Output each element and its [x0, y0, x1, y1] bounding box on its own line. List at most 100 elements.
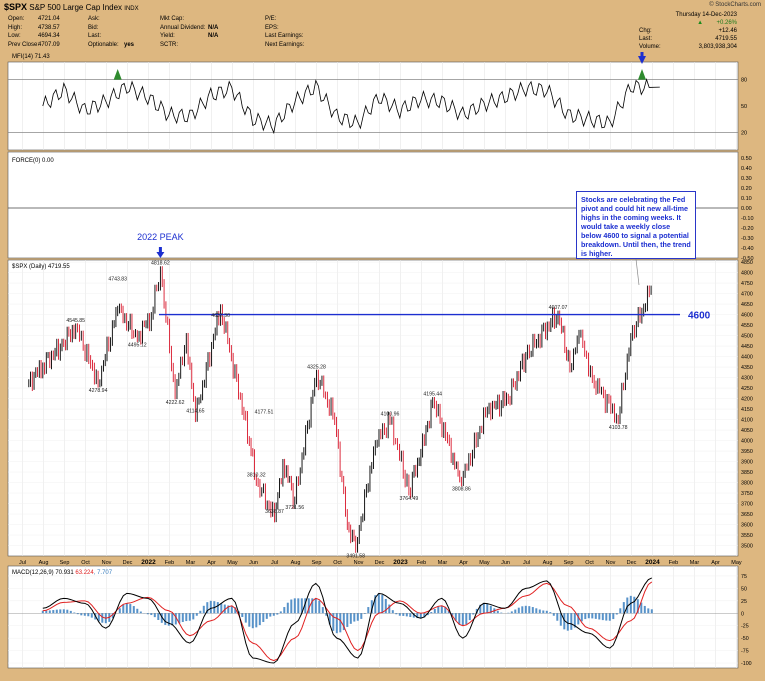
quote-field: Open: 4721.04	[8, 16, 60, 22]
macd-histogram-bar	[433, 608, 436, 614]
month-axis-label: Jul	[271, 560, 278, 566]
macd-histogram-bar	[412, 613, 415, 618]
macd-histogram-bar	[101, 613, 104, 623]
macd-histogram-bar	[454, 613, 457, 621]
macd-histogram-bar	[244, 613, 247, 623]
macd-histogram-bar	[185, 613, 188, 622]
month-axis-label: Mar	[186, 560, 196, 566]
macd-histogram-bar	[573, 613, 576, 628]
macd-histogram-bar	[395, 613, 398, 615]
macd-histogram-bar	[62, 609, 65, 614]
price-pivot-label: 4495.12	[128, 343, 147, 349]
macd-histogram-bar	[234, 607, 237, 614]
month-axis-label: Feb	[165, 560, 174, 566]
macd-histogram-bar	[531, 607, 534, 614]
macd-histogram-bar	[489, 605, 492, 614]
price-tick-label: 4750	[741, 281, 753, 287]
quote-field-label: High:	[8, 24, 23, 31]
price-pivot-label: 4545.85	[66, 318, 85, 324]
price-tick-label: 4800	[741, 271, 753, 277]
quote-field: SCTR:	[160, 42, 178, 48]
quote-summary: Thursday 14-Dec-2023 ▲ +0.26% Chg: +12.46…	[637, 11, 737, 53]
macd-histogram-bar	[437, 606, 440, 614]
price-pivot-label: 4278.94	[89, 388, 108, 394]
macd-histogram-bar	[118, 608, 121, 614]
macd-histogram-bar	[290, 599, 293, 614]
macd-histogram-bar	[447, 610, 450, 614]
quote-field-value: yes	[124, 41, 135, 48]
force-legend: FORCE(0) 0.00	[12, 158, 54, 164]
macd-histogram-bar	[241, 613, 244, 617]
macd-histogram-bar	[293, 598, 296, 614]
quote-field: Next Earnings:	[265, 42, 304, 48]
macd-histogram-bar	[216, 602, 219, 614]
macd-histogram-bar	[430, 612, 433, 614]
macd-histogram-bar	[45, 610, 48, 614]
macd-histogram-bar	[339, 613, 342, 633]
macd-histogram-bar	[538, 609, 541, 614]
macd-tick-label: -75	[741, 649, 749, 655]
macd-histogram-bar	[374, 595, 377, 614]
price-tick-label: 4400	[741, 355, 753, 361]
quote-field-label: Yield:	[160, 33, 175, 39]
quote-field-label: Ask:	[88, 16, 100, 22]
macd-histogram-bar	[570, 613, 573, 630]
force-tick-label: 0.10	[741, 196, 752, 202]
mfi-panel	[7, 61, 739, 151]
macd-histogram-bar	[314, 598, 317, 614]
month-axis-label: Sep	[312, 560, 322, 566]
price-pivot-label: 4114.65	[186, 408, 204, 414]
macd-histogram-bar	[647, 608, 650, 614]
macd-histogram-bar	[356, 613, 359, 621]
macd-histogram-bar	[542, 610, 545, 614]
price-pivot-label: 4818.62	[151, 261, 170, 267]
macd-histogram-bar	[335, 613, 338, 634]
macd-histogram-bar	[269, 613, 272, 617]
macd-histogram-bar	[251, 613, 254, 629]
macd-histogram-bar	[521, 606, 524, 614]
macd-histogram-bar	[90, 613, 93, 618]
change-percent: +0.26%	[716, 20, 737, 26]
macd-tick-label: 75	[741, 574, 747, 580]
macd-histogram-bar	[139, 611, 142, 614]
price-tick-label: 3650	[741, 512, 753, 518]
quote-field-label: SCTR:	[160, 41, 178, 48]
macd-histogram-bar	[486, 603, 489, 614]
macd-histogram-bar	[549, 612, 552, 614]
macd-histogram-bar	[370, 600, 373, 614]
macd-histogram-bar	[377, 593, 380, 614]
macd-histogram-bar	[510, 611, 513, 614]
macd-histogram-bar	[552, 613, 555, 616]
quote-field-label: Next Earnings:	[265, 41, 305, 48]
force-tick-label: 0.50	[741, 156, 752, 162]
price-tick-label: 3950	[741, 449, 753, 455]
macd-histogram-bar	[636, 599, 639, 614]
macd-histogram-bar	[122, 604, 125, 614]
month-axis-label: Nov	[354, 560, 364, 566]
mfi-tick-label: 80	[741, 78, 747, 84]
macd-histogram-bar	[41, 610, 44, 614]
macd-histogram-bar	[367, 607, 370, 614]
quote-field-value: 4694.34	[38, 33, 60, 39]
macd-histogram-bar	[255, 613, 258, 628]
macd-histogram-bar	[157, 613, 160, 620]
force-tick-label: -0.50	[741, 256, 754, 262]
month-axis-label: Oct	[585, 560, 594, 566]
quote-field-value: 4721.04	[38, 16, 60, 22]
macd-line	[42, 577, 653, 664]
quote-field-label: Optionable:	[88, 41, 119, 48]
macd-tick-label: 50	[741, 586, 747, 592]
macd-histogram-bar	[346, 613, 349, 627]
annotation-pointer	[635, 258, 640, 286]
quote-field: Optionable: yes	[88, 41, 134, 48]
month-axis-label: Mar	[438, 560, 448, 566]
last-value: 4719.55	[715, 36, 737, 42]
month-axis-label: Dec	[123, 560, 133, 566]
macd-histogram-bar	[584, 613, 587, 620]
month-axis-label: Jun	[249, 560, 258, 566]
month-axis-label: Nov	[606, 560, 616, 566]
price-tick-label: 3750	[741, 491, 753, 497]
volume-label: Volume:	[639, 44, 661, 50]
month-axis-label: Jul	[523, 560, 530, 566]
macd-histogram-bar	[283, 607, 286, 614]
